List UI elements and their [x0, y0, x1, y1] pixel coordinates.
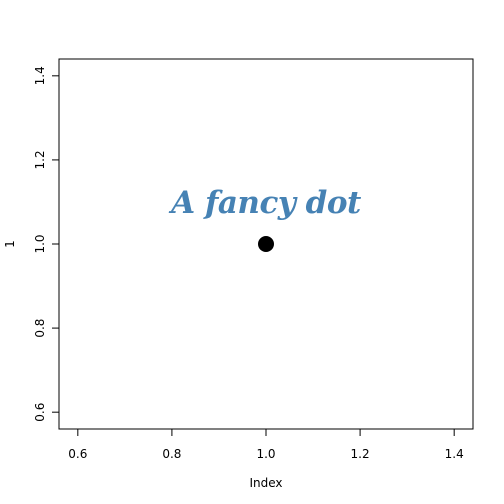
x-tick-label: 1.0 [256, 447, 275, 461]
y-tick-label: 1.2 [33, 150, 47, 169]
y-tick-label: 1.0 [33, 234, 47, 253]
x-tick-label: 0.8 [162, 447, 181, 461]
y-axis-label: 1 [3, 240, 17, 248]
y-tick-label: 0.6 [33, 403, 47, 422]
y-tick-label: 0.8 [33, 319, 47, 338]
x-axis-label: Index [249, 476, 282, 490]
y-axis: 0.6 0.8 1.0 1.2 1.4 [33, 66, 60, 422]
data-point [258, 236, 274, 252]
x-tick-label: 1.4 [445, 447, 464, 461]
annotation-label: A fancy dot [168, 185, 362, 221]
data-marks: A fancy dot [168, 185, 363, 252]
y-tick-label: 1.4 [33, 66, 47, 85]
x-tick-label: 0.6 [68, 447, 87, 461]
x-axis: 0.6 0.8 1.0 1.2 1.4 [68, 428, 464, 461]
x-tick-label: 1.2 [351, 447, 370, 461]
